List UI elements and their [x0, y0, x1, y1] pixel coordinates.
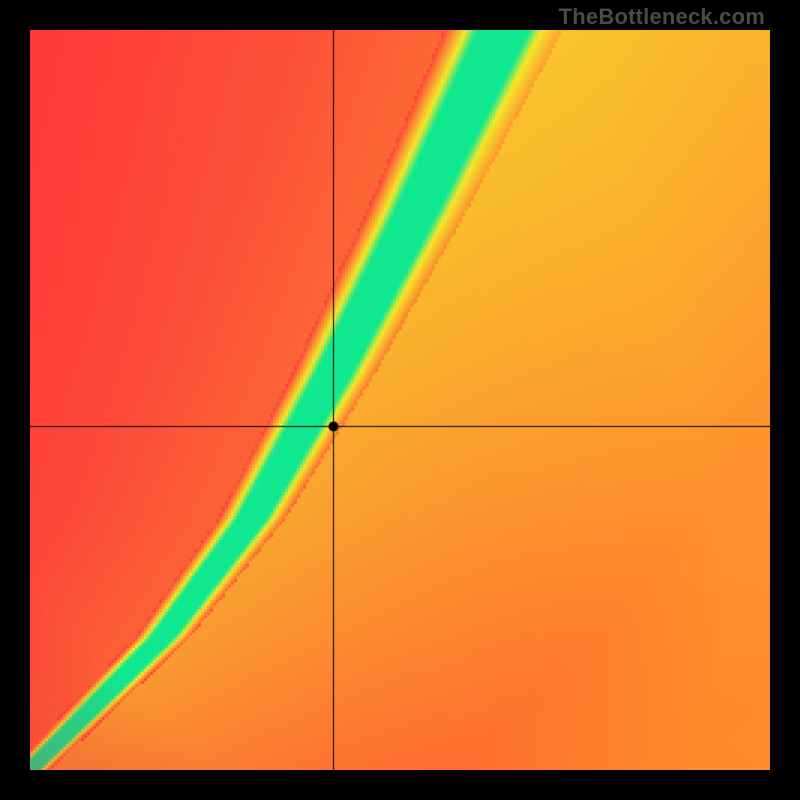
heatmap-plot	[30, 30, 770, 770]
watermark-text: TheBottleneck.com	[559, 4, 765, 30]
heatmap-canvas	[30, 30, 770, 770]
